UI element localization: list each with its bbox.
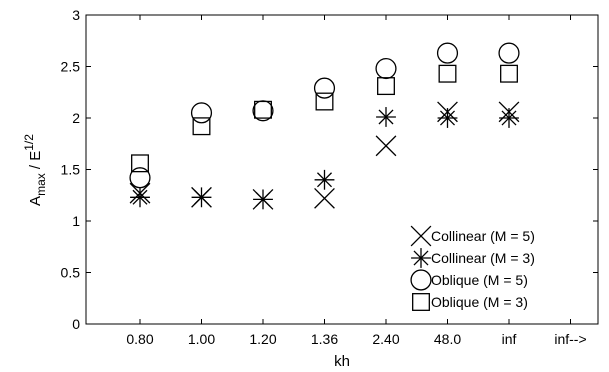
data-point-square bbox=[131, 154, 149, 173]
data-point-asterisk bbox=[314, 169, 335, 190]
data-point-circle bbox=[129, 167, 151, 189]
asterisk-marker-stroke bbox=[255, 191, 271, 207]
data-point-square bbox=[254, 100, 272, 119]
circle-marker-shape bbox=[313, 77, 336, 99]
data-point-square bbox=[500, 64, 518, 83]
y-tick-label: 0.5 bbox=[61, 265, 81, 281]
y-axis-label-rest: / E bbox=[27, 151, 44, 174]
circle-marker-shape bbox=[129, 167, 151, 189]
y-axis-label-base-sub: max bbox=[34, 173, 48, 196]
data-point-circle bbox=[313, 77, 336, 99]
x-tick-label: 48.0 bbox=[434, 331, 461, 347]
y-axis-label-base: A bbox=[27, 196, 44, 206]
y-axis-label-rest-sup: 1/2 bbox=[22, 134, 36, 151]
x-tick-label: 1.36 bbox=[311, 331, 338, 347]
square-marker-shape bbox=[315, 92, 334, 111]
y-tick-label: 2 bbox=[72, 110, 80, 126]
asterisk-marker-stroke bbox=[317, 172, 332, 188]
square-marker-shape bbox=[412, 293, 430, 311]
asterisk-marker-stroke bbox=[413, 250, 429, 266]
data-point-square bbox=[315, 92, 334, 111]
square-marker-shape bbox=[131, 154, 149, 173]
data-point-circle bbox=[498, 42, 520, 64]
legend-entry-label: Collinear (M = 3) bbox=[431, 250, 535, 266]
x-tick-label: 0.80 bbox=[126, 331, 153, 347]
data-point-asterisk bbox=[130, 187, 150, 208]
legend-entry-label: Collinear (M = 5) bbox=[431, 228, 535, 244]
legend-marker-square bbox=[412, 293, 430, 311]
x-marker-stroke bbox=[410, 225, 432, 247]
legend: Collinear (M = 5) Collinear (M = 3) Obliqu… bbox=[410, 225, 535, 311]
y-axis: 0 0.5 1 1.5 2 2.5 3 bbox=[61, 7, 598, 332]
y-tick-label: 1.5 bbox=[61, 162, 81, 178]
square-marker-shape bbox=[377, 77, 395, 96]
data-point-circle bbox=[190, 102, 213, 124]
x-tick-label: 2.40 bbox=[372, 331, 399, 347]
asterisk-marker-stroke bbox=[378, 109, 394, 125]
x-tick-label: inf bbox=[502, 331, 517, 347]
data-point-square bbox=[192, 117, 211, 136]
square-marker-shape bbox=[192, 117, 211, 136]
data-point-square bbox=[438, 64, 457, 83]
legend-entry-label: Oblique (M = 3) bbox=[431, 294, 528, 310]
data-point-asterisk bbox=[437, 108, 458, 128]
data-point-asterisk bbox=[253, 189, 273, 210]
y-tick-label: 1 bbox=[72, 213, 80, 229]
asterisk-marker-stroke bbox=[501, 110, 517, 126]
circle-marker-shape bbox=[498, 42, 520, 64]
x-axis: 0.80 1.00 1.20 1.36 2.40 48.0 inf inf--> bbox=[126, 15, 587, 347]
data-point-circle bbox=[436, 42, 459, 64]
data-point-x bbox=[314, 187, 335, 209]
plot-area bbox=[85, 14, 599, 325]
legend-entry-label: Oblique (M = 5) bbox=[431, 272, 528, 288]
data-point-asterisk bbox=[191, 187, 212, 208]
x-tick-label: 1.20 bbox=[249, 331, 276, 347]
data-point-asterisk bbox=[499, 108, 519, 128]
circle-marker-shape bbox=[436, 42, 459, 64]
asterisk-marker-stroke bbox=[194, 189, 209, 205]
legend-marker-circle bbox=[410, 269, 432, 291]
data-point-x bbox=[375, 135, 397, 157]
legend-marker-x bbox=[410, 225, 432, 247]
y-tick-label: 0 bbox=[72, 316, 80, 332]
circle-marker-shape bbox=[375, 57, 397, 80]
x-marker-stroke bbox=[314, 187, 335, 209]
y-tick-label: 2.5 bbox=[61, 59, 81, 75]
data-marks bbox=[129, 42, 520, 210]
asterisk-marker-stroke bbox=[132, 189, 148, 205]
data-point-asterisk bbox=[376, 107, 396, 127]
x-marker-stroke bbox=[375, 135, 397, 157]
x-tick-label: 1.00 bbox=[188, 331, 215, 347]
legend-marker-asterisk bbox=[411, 248, 431, 268]
data-point-circle bbox=[375, 57, 397, 80]
y-axis-label: Amax / E1/2 bbox=[22, 134, 48, 206]
asterisk-marker-stroke bbox=[440, 110, 455, 126]
y-tick-label: 3 bbox=[72, 7, 80, 23]
square-marker-shape bbox=[254, 100, 272, 119]
square-marker-shape bbox=[500, 64, 518, 83]
circle-marker-shape bbox=[190, 102, 213, 124]
square-marker-shape bbox=[438, 64, 457, 83]
circle-marker-shape bbox=[410, 269, 432, 291]
data-point-square bbox=[377, 77, 395, 96]
x-tick-label: inf--> bbox=[554, 331, 586, 347]
x-axis-label: kh bbox=[334, 353, 350, 370]
